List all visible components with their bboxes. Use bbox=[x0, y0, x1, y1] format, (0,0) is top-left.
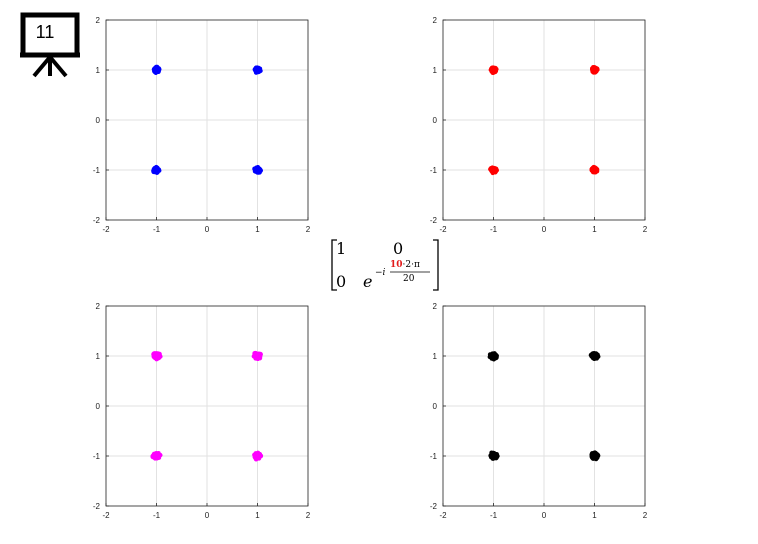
y-tick-label: -1 bbox=[430, 452, 438, 461]
slide-number: 11 bbox=[35, 22, 55, 42]
data-point bbox=[254, 67, 259, 72]
y-tick-label: 0 bbox=[433, 402, 438, 411]
y-tick-label: 0 bbox=[96, 402, 101, 411]
matrix-exp-rest: ·2·π bbox=[402, 260, 420, 270]
data-point bbox=[253, 353, 258, 359]
data-point bbox=[592, 356, 597, 361]
matrix-exp-prefix: −i bbox=[375, 268, 386, 278]
y-tick-label: -2 bbox=[430, 502, 438, 511]
y-tick-label: 1 bbox=[433, 352, 438, 361]
matrix-brackets bbox=[331, 239, 439, 291]
data-point bbox=[592, 450, 598, 455]
data-point bbox=[494, 168, 499, 173]
x-tick-label: -1 bbox=[490, 225, 498, 234]
data-point bbox=[156, 453, 161, 458]
matrix-exp-base: e bbox=[363, 272, 373, 291]
fraction-bar bbox=[390, 271, 430, 273]
y-tick-label: 2 bbox=[96, 302, 101, 311]
scatter-plot-bottom-left: -2 -1 0 1 2 2 1 0 -1 -2 bbox=[93, 302, 311, 520]
y-tick-label: 1 bbox=[96, 66, 101, 75]
y-tick-label: 0 bbox=[96, 116, 101, 125]
data-point bbox=[258, 453, 263, 459]
scatter-plot-bottom-right: -2 -1 0 1 2 2 1 0 -1 -2 bbox=[430, 302, 648, 520]
x-tick-label: -2 bbox=[102, 225, 110, 234]
x-tick-label: 0 bbox=[542, 511, 547, 520]
data-point bbox=[589, 166, 595, 172]
x-tick-label: 1 bbox=[592, 511, 597, 520]
y-tick-label: 2 bbox=[96, 16, 101, 25]
y-tick-label: -2 bbox=[430, 216, 438, 225]
matrix-exp-denominator: 20 bbox=[403, 274, 415, 284]
x-tick-label: -2 bbox=[102, 511, 110, 520]
data-point bbox=[593, 353, 599, 358]
matrix-r1c2: 0 bbox=[393, 239, 404, 258]
data-point bbox=[253, 451, 258, 456]
scatter-plot-top-right: -2 -1 0 1 2 2 1 0 -1 -2 bbox=[430, 16, 648, 234]
data-point bbox=[152, 165, 157, 171]
data-point bbox=[152, 455, 157, 460]
data-point bbox=[492, 451, 497, 456]
y-tick-label: -2 bbox=[93, 216, 101, 225]
x-tick-label: 2 bbox=[306, 225, 311, 234]
x-tick-label: 0 bbox=[205, 225, 210, 234]
matrix-exp-highlight: 10 bbox=[390, 260, 403, 270]
y-tick-label: 2 bbox=[433, 16, 438, 25]
x-tick-label: 0 bbox=[205, 511, 210, 520]
matrix-r1c1: 1 bbox=[336, 239, 347, 258]
matrix-exp-numerator: 10·2·π bbox=[390, 260, 420, 270]
y-tick-label: -1 bbox=[93, 166, 101, 175]
y-tick-label: 2 bbox=[433, 302, 438, 311]
y-tick-label: 0 bbox=[433, 116, 438, 125]
y-tick-label: 1 bbox=[96, 352, 101, 361]
x-tick-label: 2 bbox=[306, 511, 311, 520]
x-tick-label: -1 bbox=[153, 511, 161, 520]
x-tick-label: 1 bbox=[255, 225, 260, 234]
x-tick-label: 2 bbox=[643, 511, 648, 520]
x-tick-label: -2 bbox=[439, 225, 447, 234]
data-point bbox=[593, 68, 598, 73]
x-tick-label: 1 bbox=[255, 511, 260, 520]
x-tick-label: 0 bbox=[542, 225, 547, 234]
data-point bbox=[152, 353, 158, 358]
y-tick-label: 1 bbox=[433, 66, 438, 75]
x-tick-label: -2 bbox=[439, 511, 447, 520]
data-point bbox=[154, 67, 160, 73]
x-tick-label: -1 bbox=[490, 511, 498, 520]
scatter-plot-top-left: -2 -1 0 1 2 2 1 0 -1 -2 bbox=[93, 16, 311, 234]
data-point bbox=[258, 168, 263, 173]
x-tick-label: -1 bbox=[153, 225, 161, 234]
data-point bbox=[252, 168, 258, 173]
x-tick-label: 1 bbox=[592, 225, 597, 234]
data-point bbox=[156, 355, 162, 361]
data-point bbox=[151, 451, 157, 457]
data-point bbox=[593, 167, 598, 173]
data-point bbox=[492, 352, 497, 358]
y-tick-label: -1 bbox=[430, 166, 438, 175]
y-tick-label: -2 bbox=[93, 502, 101, 511]
x-tick-label: 2 bbox=[643, 225, 648, 234]
data-point bbox=[591, 455, 596, 461]
data-point bbox=[490, 70, 495, 75]
rotation-matrix: 1 0 0 e −i 10·2·π 20 bbox=[330, 238, 442, 292]
matrix-r2c1: 0 bbox=[336, 272, 347, 291]
y-tick-label: -1 bbox=[93, 452, 101, 461]
presentation-board-icon bbox=[20, 12, 80, 78]
